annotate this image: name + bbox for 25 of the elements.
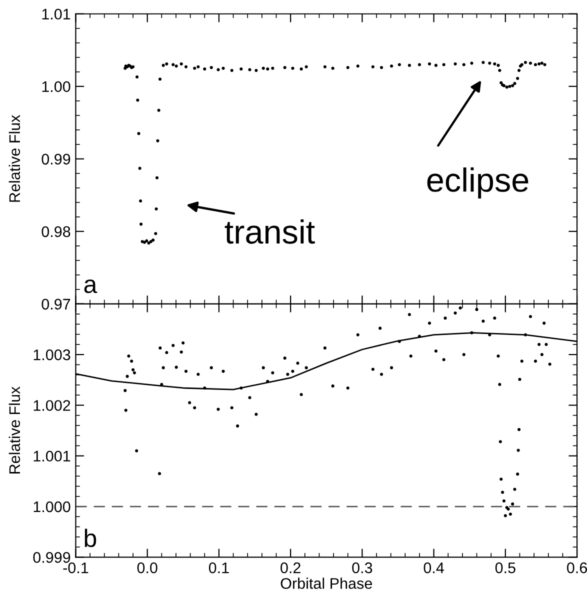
y-tick-label: 0.97 <box>42 298 70 310</box>
y-axis-title: Relative Flux <box>8 114 20 202</box>
x-tick-label: 0.3 <box>352 562 372 574</box>
x-axis-title: Orbital Phase <box>280 578 372 589</box>
y-tick-label: 0.99 <box>42 154 70 165</box>
annotation: a <box>84 279 98 294</box>
x-tick-label: 0.2 <box>280 562 300 574</box>
y-tick-label: 1.00 <box>42 81 70 92</box>
y-tick-label: 0.98 <box>42 226 70 238</box>
annotation: transit <box>224 219 315 244</box>
y-tick-label: 1.002 <box>34 400 70 411</box>
y-axis-title: Relative Flux <box>8 386 20 474</box>
annotation: eclipse <box>427 167 528 198</box>
y-tick-label: 1.003 <box>34 349 70 360</box>
y-tick-label: 1.01 <box>42 8 70 20</box>
x-tick-label: 0.1 <box>208 562 229 574</box>
y-tick-label: 1.000 <box>34 501 70 512</box>
x-tick-label: 0.6 <box>567 562 587 574</box>
x-tick-label: -0.1 <box>63 562 88 574</box>
x-tick-label: 0.0 <box>137 562 158 574</box>
x-tick-label: 0.4 <box>424 562 444 574</box>
annotation: b <box>84 528 96 548</box>
y-tick-label: 0.999 <box>33 552 70 563</box>
y-tick-label: 1.001 <box>34 450 70 462</box>
x-tick-label: 0.5 <box>495 562 516 574</box>
